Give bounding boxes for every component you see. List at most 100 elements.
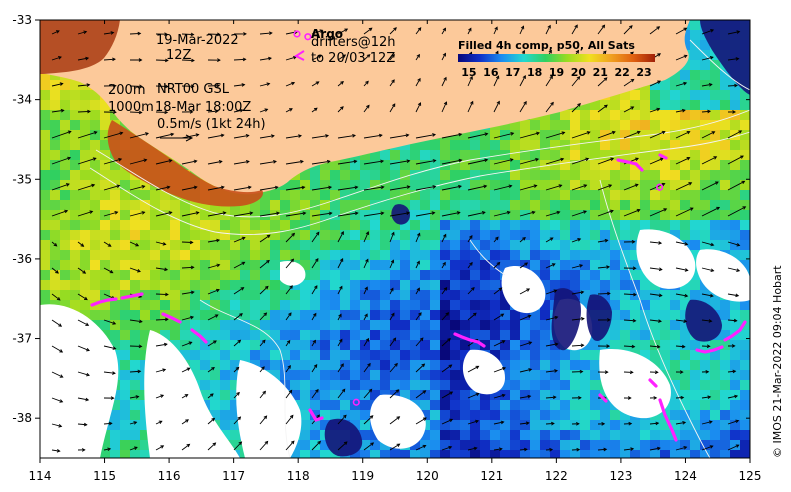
- sst-cell: [470, 210, 480, 220]
- sst-cell: [390, 380, 400, 390]
- sst-cell: [100, 280, 110, 290]
- current-vector: [701, 420, 713, 425]
- current-vector: [259, 56, 272, 61]
- sst-cell: [140, 270, 150, 280]
- sst-cell: [460, 240, 470, 250]
- sst-cell: [190, 340, 200, 350]
- sst-cell: [740, 90, 750, 100]
- sst-cell: [560, 430, 570, 440]
- sst-cell: [80, 240, 90, 250]
- sst-cell: [490, 440, 500, 450]
- sst-cell: [120, 370, 130, 380]
- sst-cell: [450, 450, 460, 458]
- sst-cell: [450, 290, 460, 300]
- sst-cell: [90, 280, 100, 290]
- sst-cell: [630, 100, 640, 110]
- current-vector: [493, 26, 498, 35]
- current-vector: [597, 130, 616, 139]
- sst-cell: [420, 270, 430, 280]
- sst-cell: [50, 160, 60, 170]
- sst-cell: [130, 350, 140, 360]
- sst-cell: [680, 120, 690, 130]
- sst-cell: [440, 180, 450, 190]
- sst-cell: [190, 330, 200, 340]
- sst-cell: [330, 210, 340, 220]
- sst-cell: [570, 150, 580, 160]
- current-vector: [77, 30, 88, 35]
- sst-cell: [150, 260, 160, 270]
- sst-cell: [350, 320, 360, 330]
- sst-cell: [130, 270, 140, 280]
- current-vector: [649, 446, 661, 451]
- sst-cell: [300, 390, 310, 400]
- current-vector: [181, 367, 191, 373]
- sst-cell: [440, 380, 450, 390]
- sst-cell: [320, 260, 330, 270]
- sst-cell: [450, 220, 460, 230]
- sst-cell: [120, 450, 130, 458]
- sst-cell: [500, 440, 510, 450]
- sst-cell: [560, 260, 570, 270]
- sst-cell: [330, 330, 340, 340]
- sst-cell: [480, 390, 490, 400]
- current-vector: [103, 110, 117, 115]
- sst-cell: [70, 290, 80, 300]
- sst-cell: [500, 160, 510, 170]
- sst-cell: [510, 150, 520, 160]
- current-vector: [259, 211, 281, 217]
- sst-cell: [690, 420, 700, 430]
- sst-cell: [640, 320, 650, 330]
- sst-cell: [690, 80, 700, 90]
- sst-cell: [560, 200, 570, 210]
- sst-cell: [290, 240, 300, 250]
- sst-cell: [460, 160, 470, 170]
- sst-cell: [340, 280, 350, 290]
- current-vector: [207, 263, 221, 269]
- sst-cell: [510, 450, 520, 458]
- sst-cell: [440, 200, 450, 210]
- current-vector: [701, 29, 715, 35]
- sst-cell: [490, 160, 500, 170]
- sst-cell: [430, 310, 440, 320]
- sst-cell: [370, 360, 380, 370]
- sst-cell: [690, 410, 700, 420]
- sst-cell: [680, 200, 690, 210]
- sst-cell: [260, 350, 270, 360]
- sst-cell: [620, 210, 630, 220]
- sst-cell: [480, 400, 490, 410]
- sst-cell: [270, 200, 280, 210]
- current-vector: [233, 261, 246, 269]
- sst-cell: [450, 380, 460, 390]
- current-vector: [623, 396, 632, 400]
- sst-cell: [630, 310, 640, 320]
- sst-cell: [730, 210, 740, 220]
- current-vector: [493, 210, 511, 217]
- sst-cell: [510, 380, 520, 390]
- sst-cell: [370, 230, 380, 240]
- sst-cell: [460, 190, 470, 200]
- current-vector: [51, 108, 65, 113]
- current-vector: [701, 267, 715, 273]
- sst-cell: [480, 200, 490, 210]
- sst-cell: [40, 70, 50, 80]
- current-vector: [571, 103, 581, 113]
- sst-cell: [620, 280, 630, 290]
- sst-cell: [60, 200, 70, 210]
- sst-cell: [530, 330, 540, 340]
- sst-cell: [40, 110, 50, 120]
- sst-cell: [420, 390, 430, 400]
- sst-cell: [440, 300, 450, 310]
- sst-cell: [600, 220, 610, 230]
- sst-cell: [170, 250, 180, 260]
- sst-cell: [300, 400, 310, 410]
- sst-cell: [520, 240, 530, 250]
- sst-cell: [590, 200, 600, 210]
- sst-cell: [100, 220, 110, 230]
- sst-cell: [240, 230, 250, 240]
- x-tick-label: 116: [158, 469, 181, 483]
- sst-cell: [470, 420, 480, 430]
- sst-cell: [690, 30, 700, 40]
- sst-cell: [610, 420, 620, 430]
- sst-cell: [330, 300, 340, 310]
- sst-cell: [610, 310, 620, 320]
